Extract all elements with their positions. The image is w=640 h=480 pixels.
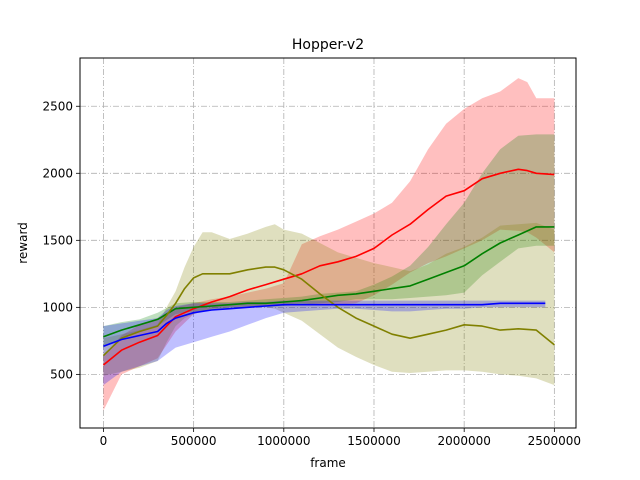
x-tick-label: 1000000 bbox=[257, 434, 310, 448]
series-line bbox=[102, 266, 555, 357]
grid bbox=[80, 58, 576, 428]
x-tick-label: 1500000 bbox=[347, 434, 400, 448]
y-tick-label: 1000 bbox=[42, 300, 73, 314]
series-band bbox=[103, 78, 555, 411]
y-tick-label: 2500 bbox=[42, 99, 73, 113]
y-axis-label: reward bbox=[16, 222, 30, 264]
series-lines bbox=[102, 168, 555, 366]
series-line bbox=[102, 168, 555, 366]
x-tick-label: 0 bbox=[100, 434, 108, 448]
series-band bbox=[103, 134, 555, 348]
x-tick-label: 500000 bbox=[171, 434, 217, 448]
plot-frame bbox=[79, 57, 577, 429]
x-tick-label: 2000000 bbox=[437, 434, 490, 448]
series-band bbox=[103, 300, 546, 386]
x-tick-label: 2500000 bbox=[528, 434, 581, 448]
chart-title: Hopper-v2 bbox=[292, 37, 364, 53]
x-axis-ticks: 0 500000 1000000 1500000 2000000 2500000 bbox=[100, 428, 581, 448]
y-tick-label: 2000 bbox=[42, 166, 73, 180]
series-line bbox=[103, 302, 546, 347]
x-axis-label: frame bbox=[310, 456, 346, 470]
series-line bbox=[103, 226, 555, 338]
y-tick-label: 1500 bbox=[42, 233, 73, 247]
y-axis-ticks: 500 1000 1500 2000 2500 bbox=[42, 99, 80, 381]
y-tick-label: 500 bbox=[50, 367, 73, 381]
